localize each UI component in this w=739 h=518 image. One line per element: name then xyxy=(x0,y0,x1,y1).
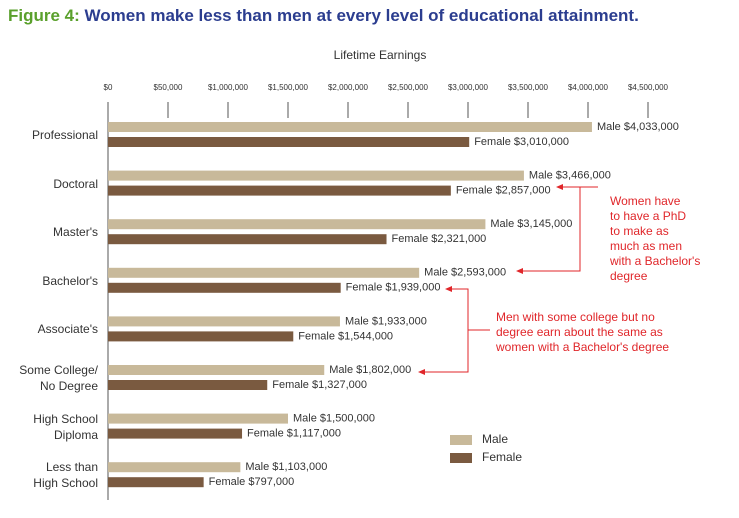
y-tick-label: Doctoral xyxy=(53,176,98,191)
bar xyxy=(108,380,268,390)
data-label: Female $1,327,000 xyxy=(272,379,367,391)
x-tick-label: $2,000,000 xyxy=(328,83,369,92)
y-tick-label: Some College/ No Degree xyxy=(19,363,98,393)
bar xyxy=(108,282,341,293)
data-label: Male $1,500,000 xyxy=(293,413,375,425)
arrowhead xyxy=(516,268,523,274)
data-label: Female $3,010,000 xyxy=(474,136,569,148)
bar xyxy=(108,413,288,424)
x-tick-label: $0 xyxy=(104,83,113,92)
chart-title: Women make less than men at every level … xyxy=(84,6,639,25)
data-label: Male $3,466,000 xyxy=(529,170,611,182)
arrowheads xyxy=(418,184,563,375)
bar xyxy=(108,267,420,278)
data-label: Male $1,933,000 xyxy=(345,315,427,327)
legend-swatch xyxy=(450,435,472,445)
x-tick-label: $2,500,000 xyxy=(388,83,429,92)
x-tick-label: $3,000,000 xyxy=(448,83,489,92)
y-tick-label: Associate's xyxy=(37,322,98,337)
bar xyxy=(108,122,592,132)
legend-label: Female xyxy=(482,450,522,464)
y-tick-label: Bachelor's xyxy=(42,273,98,288)
bar xyxy=(108,428,243,439)
x-tick-label: $50,000 xyxy=(154,83,183,92)
bar xyxy=(108,365,325,375)
data-label: Male $1,103,000 xyxy=(245,461,327,473)
x-tick-label: $4,000,000 xyxy=(568,83,609,92)
data-label: Female $1,544,000 xyxy=(298,330,393,342)
data-label: Male $4,033,000 xyxy=(597,121,679,133)
data-label: Female $2,857,000 xyxy=(456,185,551,197)
bar xyxy=(108,170,524,181)
bracket-2 xyxy=(424,288,469,373)
arrowhead xyxy=(445,286,452,292)
figure-label: Figure 4: xyxy=(8,6,80,25)
annotation: Women have to have a PhD to make as much… xyxy=(610,194,701,283)
arrowhead xyxy=(418,369,425,375)
bar xyxy=(108,462,241,473)
y-tick-label: High School Diploma xyxy=(33,411,98,442)
y-tick-label: Professional xyxy=(31,128,98,142)
data-label: Female $1,117,000 xyxy=(247,428,341,440)
data-label: Male $3,145,000 xyxy=(490,218,572,230)
bar xyxy=(108,219,486,230)
x-tick-label: $1,500,000 xyxy=(268,83,309,92)
bar xyxy=(108,316,340,327)
data-label: Female $1,939,000 xyxy=(346,282,441,294)
y-tick-label: Less than High School xyxy=(33,460,98,491)
x-tick-label: $1,000,000 xyxy=(208,83,249,92)
data-label: Male $2,593,000 xyxy=(424,267,506,279)
title: Figure 4: Women make less than men at ev… xyxy=(8,6,639,26)
annotation: Men with some college but no degree earn… xyxy=(496,310,670,354)
bar xyxy=(108,234,387,245)
bar xyxy=(108,477,204,488)
bar xyxy=(108,137,470,147)
data-label: Female $797,000 xyxy=(209,476,295,488)
bracket-1 xyxy=(522,186,581,272)
bar xyxy=(108,185,451,196)
legend-swatch xyxy=(450,453,472,463)
y-tick-label: Master's xyxy=(53,225,98,240)
bar xyxy=(108,331,294,342)
arrowhead xyxy=(556,184,563,190)
x-tick-label: $3,500,000 xyxy=(508,83,549,92)
x-axis-title: Lifetime Earnings xyxy=(334,48,427,62)
annotation-arrows xyxy=(424,186,598,373)
data-label: Female $2,321,000 xyxy=(392,233,487,245)
data-label: Male $1,802,000 xyxy=(329,364,411,376)
legend-label: Male xyxy=(482,432,508,446)
x-tick-label: $4,500,000 xyxy=(628,83,669,92)
